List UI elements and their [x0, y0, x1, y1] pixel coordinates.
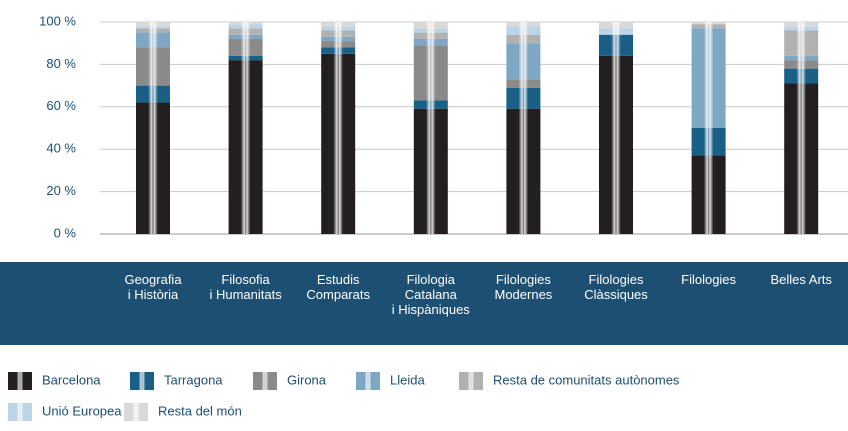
- legend-gloss: [130, 372, 154, 390]
- x-tick-label: Filologies: [681, 272, 737, 287]
- legend-label: Lleida: [390, 372, 425, 387]
- legend-gloss: [8, 372, 32, 390]
- y-tick-label: 80 %: [46, 56, 76, 71]
- legend-gloss: [124, 403, 148, 421]
- legend-gloss: [459, 372, 483, 390]
- legend-label: Resta del món: [158, 403, 242, 418]
- legend-gloss: [253, 372, 277, 390]
- x-tick-label: Filologia Catalana i Hispàniques: [391, 272, 470, 317]
- bar-gloss: [599, 22, 633, 234]
- y-tick-label: 100 %: [39, 13, 76, 28]
- x-tick-label: Belles Arts: [770, 272, 832, 287]
- x-tick-label: Geografia i Història: [124, 272, 182, 302]
- y-tick-label: 0 %: [54, 225, 77, 240]
- legend-label: Unió Europea: [42, 403, 122, 418]
- y-tick-label: 20 %: [46, 183, 76, 198]
- x-tick-label: Filosofia i Humanitats: [209, 272, 282, 302]
- legend-label: Resta de comunitats autònomes: [493, 372, 680, 387]
- legend-label: Girona: [287, 372, 327, 387]
- legend-label: Tarragona: [164, 372, 223, 387]
- bar-gloss: [413, 22, 448, 234]
- x-tick-label: Filologies Modernes: [494, 272, 553, 302]
- y-tick-label: 40 %: [46, 141, 76, 156]
- bar-gloss: [506, 22, 541, 234]
- bar-gloss: [691, 22, 726, 234]
- legend-gloss: [8, 403, 32, 421]
- legend-gloss: [356, 372, 380, 390]
- category-band: [0, 262, 848, 345]
- bar-gloss: [136, 22, 170, 234]
- bar-gloss: [228, 22, 263, 234]
- y-tick-label: 60 %: [46, 98, 76, 113]
- bar-gloss: [784, 22, 819, 234]
- x-tick-label: Filologies Clàssiques: [584, 272, 648, 302]
- x-tick-label: Estudis Comparats: [306, 272, 370, 302]
- legend-label: Barcelona: [42, 372, 101, 387]
- bar-gloss: [321, 22, 356, 234]
